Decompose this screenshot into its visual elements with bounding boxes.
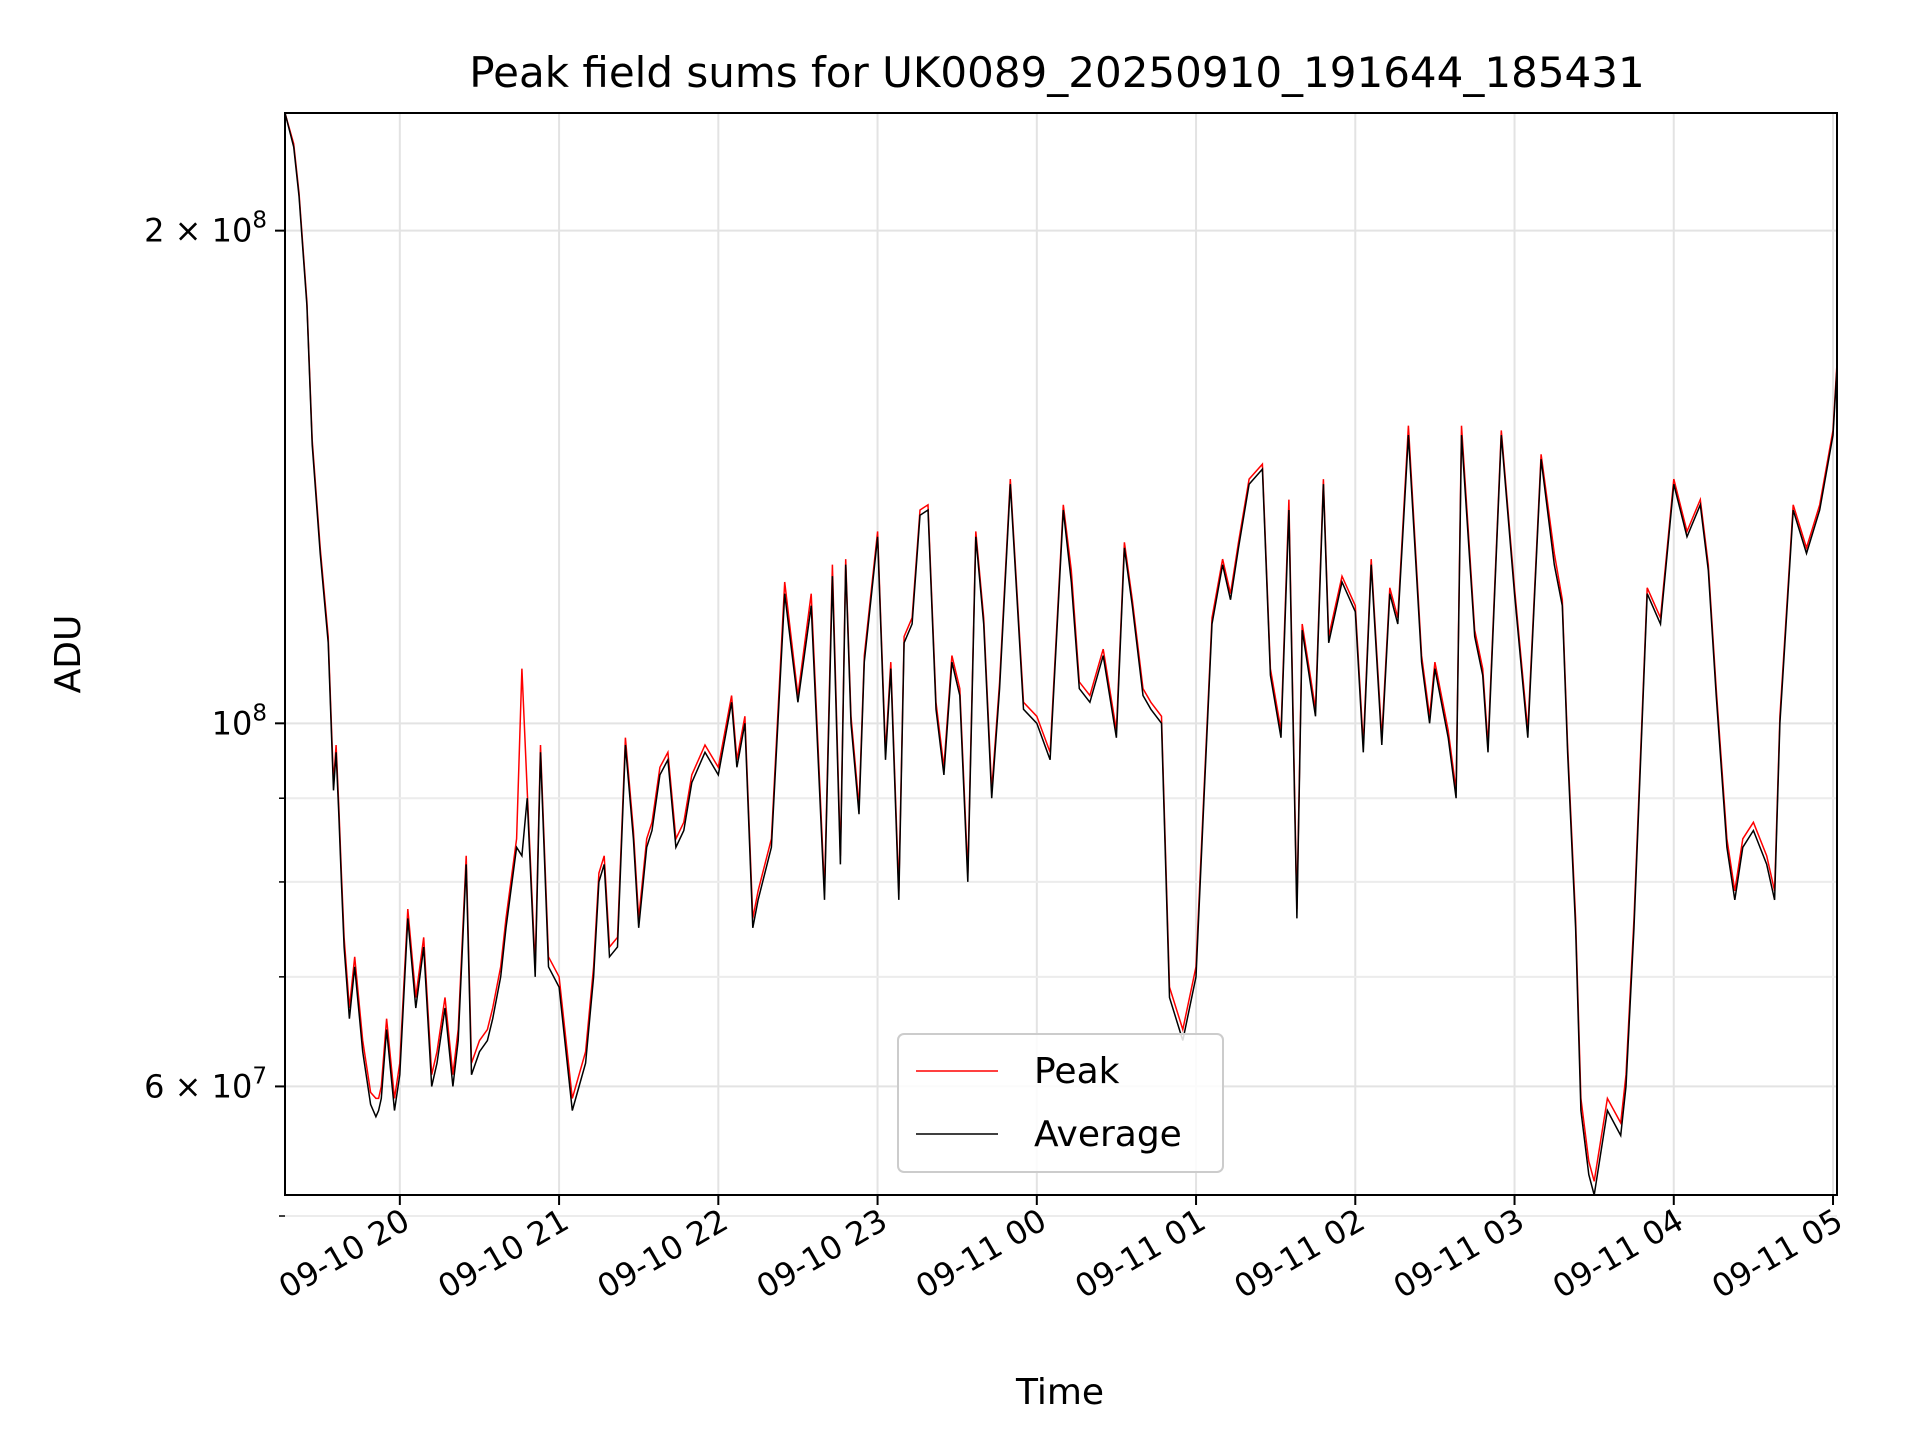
legend-label-average: Average (1034, 1114, 1182, 1155)
legend-label-peak: Peak (1034, 1051, 1120, 1092)
chart-title: Peak field sums for UK0089_20250910_1916… (469, 48, 1644, 97)
y-axis-label: ADU (48, 615, 89, 694)
series-line-average (285, 113, 1837, 1195)
plot-lines (285, 113, 1837, 1195)
x-axis-label: Time (1015, 1372, 1104, 1413)
y-tick-label: 6 × 107 (144, 1063, 267, 1105)
y-tick-label: 2 × 108 (144, 208, 267, 250)
y-axis-ticks: 2 × 108 108 6 × 107 (144, 208, 285, 1217)
plot-frame (284, 112, 1838, 1196)
legend-box (897, 1033, 1224, 1173)
y-tick-label: 108 (212, 700, 267, 742)
grid (285, 113, 1837, 1218)
legend: Peak Average (897, 1033, 1224, 1173)
